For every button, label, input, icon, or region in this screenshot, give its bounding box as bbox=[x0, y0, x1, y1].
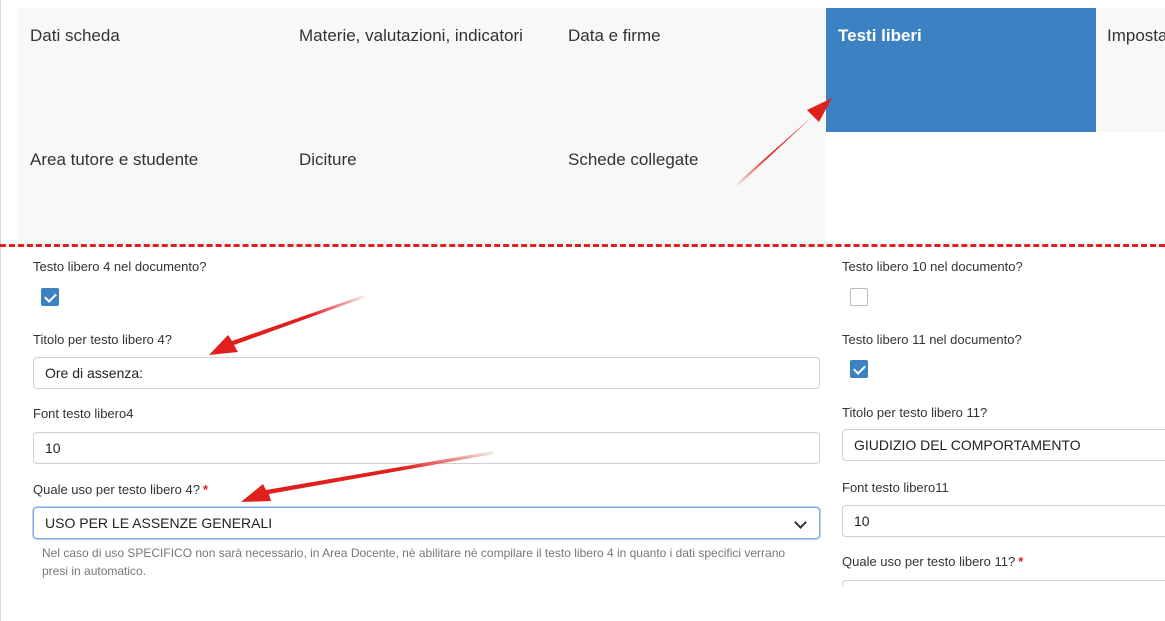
page-left-border bbox=[0, 0, 1, 621]
titolo-testo-libero-11-label: Titolo per testo libero 11? bbox=[842, 405, 988, 420]
testo-libero-4-checkbox[interactable] bbox=[41, 288, 59, 306]
tab-diciture[interactable]: Diciture bbox=[299, 150, 357, 169]
tab-materie-valutazioni[interactable]: Materie, valutazioni, indicatori bbox=[299, 26, 523, 45]
uso-testo-libero-4-help-text: Nel caso di uso SPECIFICO non sarà neces… bbox=[42, 546, 786, 578]
tab-data-firme[interactable]: Data e firme bbox=[568, 26, 661, 45]
chevron-down-icon bbox=[794, 516, 807, 529]
testo-libero-10-label: Testo libero 10 nel documento? bbox=[842, 259, 1023, 274]
tab-navigation: Dati scheda Materie, valutazioni, indica… bbox=[18, 8, 1165, 246]
testo-libero-11-checkbox[interactable] bbox=[850, 360, 868, 378]
required-asterisk: * bbox=[1018, 554, 1024, 569]
tab-impostazioni[interactable]: Impostazioni bbox=[1107, 26, 1165, 45]
uso-testo-libero-4-select[interactable]: USO PER LE ASSENZE GENERALI bbox=[33, 507, 820, 539]
tab-empty-cell bbox=[826, 132, 1165, 246]
required-asterisk: * bbox=[202, 482, 208, 497]
testo-libero-11-label: Testo libero 11 nel documento? bbox=[842, 332, 1022, 347]
titolo-testo-libero-4-input[interactable]: Ore di assenza: bbox=[33, 357, 820, 389]
uso-testo-libero-11-select[interactable] bbox=[842, 580, 1165, 588]
font-testo-libero-4-label: Font testo libero4 bbox=[33, 406, 134, 421]
titolo-testo-libero-11-input[interactable]: GIUDIZIO DEL COMPORTAMENTO bbox=[842, 429, 1165, 461]
font-testo-libero-4-input[interactable]: 10 bbox=[33, 432, 820, 464]
tab-area-tutore-studente[interactable]: Area tutore e studente bbox=[30, 150, 199, 169]
testo-libero-4-label: Testo libero 4 nel documento? bbox=[33, 259, 207, 274]
uso-testo-libero-4-selected-value: USO PER LE ASSENZE GENERALI bbox=[45, 515, 273, 531]
testo-libero-10-checkbox[interactable] bbox=[850, 288, 868, 306]
uso-testo-libero-4-label: Quale uso per testo libero 4? * bbox=[33, 482, 208, 497]
annotation-dashed-line bbox=[0, 244, 1165, 247]
tab-dati-scheda[interactable]: Dati scheda bbox=[30, 26, 120, 45]
font-testo-libero-11-input[interactable]: 10 bbox=[842, 505, 1165, 537]
font-testo-libero-11-label: Font testo libero11 bbox=[842, 480, 949, 495]
titolo-testo-libero-4-label: Titolo per testo libero 4? bbox=[33, 332, 172, 347]
arrow-to-titolo-input bbox=[209, 295, 366, 355]
uso-testo-libero-11-label-text: Quale uso per testo libero 11? bbox=[842, 554, 1016, 569]
uso-testo-libero-11-label: Quale uso per testo libero 11? * bbox=[842, 554, 1023, 569]
uso-testo-libero-4-label-text: Quale uso per testo libero 4? bbox=[33, 482, 200, 497]
tab-schede-collegate[interactable]: Schede collegate bbox=[568, 150, 699, 169]
tab-testi-liberi[interactable]: Testi liberi bbox=[826, 8, 1096, 132]
